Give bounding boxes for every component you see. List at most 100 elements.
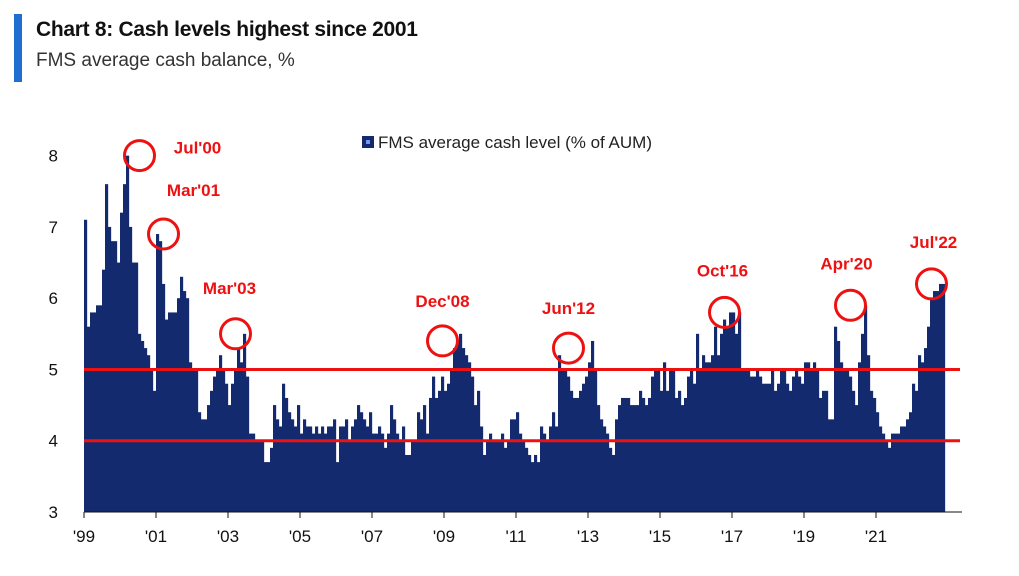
bar [438,390,442,512]
bar [96,305,100,512]
bar [168,312,172,512]
bar [573,397,577,512]
bar [372,433,376,512]
bar [465,355,469,512]
bar [807,362,811,512]
bar [885,440,889,512]
title-accent-bar [14,14,22,82]
bar [696,333,700,512]
bar [117,262,121,512]
bar [567,376,571,512]
bar [426,433,430,512]
bar [249,433,253,512]
bar [855,405,859,512]
bar [399,440,403,512]
bar [288,412,292,512]
bar [384,447,388,512]
bar [237,348,241,512]
bar [582,383,586,512]
bar [183,291,187,512]
bar [252,433,256,512]
bar [576,397,580,512]
bar [702,355,706,512]
bar [246,376,250,512]
bar [165,319,169,512]
bar [930,298,934,512]
bar [162,283,166,512]
bar [135,262,139,512]
bar [666,390,670,512]
bar [273,405,277,512]
x-tick-label: '07 [361,527,383,546]
bar [645,405,649,512]
annotations-layer: Jul'00 Mar'01 Mar'03 Dec'08 Jun'12 Oct'16 Apr'… [123,139,957,365]
bar [387,433,391,512]
bar [276,419,280,512]
bar [492,440,496,512]
y-tick-label: 4 [49,432,58,451]
bar [90,312,94,512]
bar [588,362,592,512]
legend-label: FMS average cash level (% of AUM) [378,133,652,152]
bar [519,433,523,512]
bar [126,155,130,512]
bar [285,397,289,512]
bar [525,447,529,512]
bar [714,326,718,512]
bar [348,440,352,512]
bar [639,390,643,512]
bar [369,412,373,512]
bar [264,462,268,512]
bar [111,241,115,512]
bar [366,426,370,512]
bar [924,348,928,512]
bar [876,412,880,512]
bar [663,362,667,512]
bar [903,426,907,512]
peak-circle [915,267,948,301]
bar [585,376,589,512]
bar [546,440,550,512]
bar [93,312,97,512]
bar [405,454,409,512]
bar [312,433,316,512]
bar [351,426,355,512]
bar [570,390,574,512]
bar [315,426,319,512]
bar [879,426,883,512]
peak-label: Mar'03 [203,279,256,298]
bar [675,397,679,512]
bar [753,376,757,512]
bar [99,305,103,512]
bar [498,440,502,512]
bar [828,419,832,512]
bar [489,433,493,512]
bar [765,383,769,512]
bar [444,390,448,512]
bar [852,390,856,512]
bar [915,390,919,512]
bar [822,390,826,512]
bar [378,426,382,512]
peak-circle [552,331,585,365]
bar [87,326,91,512]
bar [402,426,406,512]
bar [642,397,646,512]
bar [786,383,790,512]
x-tick-label: '03 [217,527,239,546]
peak-circle [123,139,156,173]
bar [501,433,505,512]
bar [228,405,232,512]
x-tick-label: '15 [649,527,671,546]
bar [711,355,715,512]
bar [618,405,622,512]
bar [633,405,637,512]
bar [603,426,607,512]
bar [612,454,616,512]
bar [540,426,544,512]
bar [834,326,838,512]
reference-lines-layer [84,368,960,443]
x-tick-label: '01 [145,527,167,546]
peak-circle [708,295,741,329]
bar [555,426,559,512]
